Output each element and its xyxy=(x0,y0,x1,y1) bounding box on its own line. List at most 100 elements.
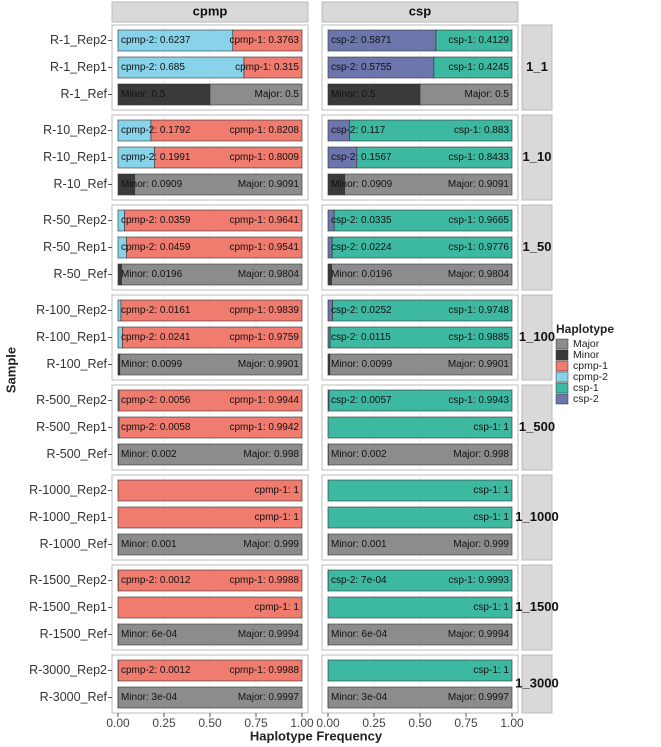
sample-label: R-100_Rep1 xyxy=(36,330,107,344)
value-label: Major: 0.9997 xyxy=(448,692,510,703)
row-strip-label: 1_500 xyxy=(519,419,555,434)
value-label: csp-1: 0.883 xyxy=(454,125,509,136)
row-strip-label: 1_100 xyxy=(519,329,555,344)
sample-label: R-1000_Ref xyxy=(40,537,108,551)
legend-key xyxy=(555,371,569,383)
bar-segment xyxy=(118,443,303,466)
bar-segment xyxy=(349,119,513,142)
column-strip-label: csp xyxy=(409,3,431,18)
value-label: csp-2: 0.0115 xyxy=(331,332,391,343)
legend-key xyxy=(555,349,569,361)
sample-label: R-3000_Ref xyxy=(40,690,108,704)
bar-segment xyxy=(328,389,513,412)
sample-label: R-50_Rep2 xyxy=(43,213,107,227)
value-label: cpmp-1: 0.9759 xyxy=(230,332,300,343)
value-label: csp-1: 1 xyxy=(473,422,509,433)
sample-label: R-500_Rep1 xyxy=(36,420,107,434)
strip-background xyxy=(521,564,553,651)
value-label: Major: 0.5 xyxy=(465,89,510,100)
value-label: Minor: 3e-04 xyxy=(331,692,388,703)
value-label: cpmp-1: 0.9988 xyxy=(230,575,300,586)
value-label: cpmp-2: 0.685 xyxy=(121,62,185,73)
value-label: Major: 0.9901 xyxy=(238,359,300,370)
value-label: cpmp-1: 0.8208 xyxy=(230,125,300,136)
sample-label: R-100_Rep2 xyxy=(36,303,107,317)
row-strip-label: 1_1000 xyxy=(515,509,558,524)
value-label: cpmp-1: 0.9641 xyxy=(230,215,300,226)
value-label: Major: 0.998 xyxy=(453,449,509,460)
sample-label: R-1_Ref xyxy=(60,87,107,101)
value-label: csp-2: 0.5871 xyxy=(331,35,392,46)
value-label: csp-1: 0.9993 xyxy=(448,575,509,586)
strip-background xyxy=(521,114,553,201)
sample-label: R-1_Rep2 xyxy=(50,33,107,47)
sample-label: R-500_Rep2 xyxy=(36,393,107,407)
value-label: Minor: 6e-04 xyxy=(331,629,388,640)
bar-segment xyxy=(433,56,513,79)
value-label: csp-1: 0.9748 xyxy=(448,305,509,316)
bar-segment xyxy=(117,506,303,529)
x-tick-label: 1.00 xyxy=(500,716,524,730)
legend-key xyxy=(555,360,569,372)
legend-label: csp-2 xyxy=(573,393,599,405)
value-label: Major: 0.9997 xyxy=(238,692,300,703)
bar-segment xyxy=(435,29,513,52)
value-label: Minor: 0.002 xyxy=(331,449,387,460)
bar-segment xyxy=(232,29,303,52)
column-strip-label: cpmp xyxy=(193,3,228,18)
bar-segment xyxy=(243,56,303,79)
x-tick-label: 0.50 xyxy=(408,716,432,730)
value-label: cpmp-1: 0.9839 xyxy=(230,305,300,316)
bar-segment xyxy=(126,236,303,259)
value-label: Minor: 0.5 xyxy=(121,89,166,100)
sample-label: R-1500_Ref xyxy=(40,627,108,641)
value-label: Major: 0.9804 xyxy=(238,269,300,280)
row-strip-label: 1_10 xyxy=(523,149,552,164)
value-label: Minor: 0.0196 xyxy=(121,269,183,280)
value-label: Major: 0.998 xyxy=(243,449,299,460)
value-label: Minor: 0.002 xyxy=(121,449,177,460)
bar-segment xyxy=(327,479,513,502)
row-strip-label: 1_1500 xyxy=(515,599,558,614)
bar-segment xyxy=(117,686,303,709)
value-label: Major: 0.9994 xyxy=(238,629,300,640)
bar-segment xyxy=(331,236,513,259)
bar-segment xyxy=(329,353,513,376)
sample-label: R-3000_Rep2 xyxy=(29,663,107,677)
x-axis-label: Haplotype Frequency xyxy=(250,728,383,743)
x-tick-label: 0.25 xyxy=(152,716,176,730)
value-label: csp-1: 0.9885 xyxy=(448,332,509,343)
legend-title: Haplotype xyxy=(556,322,614,336)
value-label: Major: 0.5 xyxy=(255,89,300,100)
value-label: Minor: 0.0909 xyxy=(331,179,393,190)
bar-segment xyxy=(154,146,303,169)
bar-segment xyxy=(327,686,513,709)
sample-label: R-1000_Rep2 xyxy=(29,483,107,497)
value-label: cpmp-2: 0.6237 xyxy=(121,35,191,46)
value-label: Minor: 6e-04 xyxy=(121,629,178,640)
sample-label: R-50_Ref xyxy=(54,267,108,281)
bar-segment xyxy=(327,596,513,619)
value-label: cpmp-1: 0.9541 xyxy=(230,242,300,253)
strip-background xyxy=(521,204,553,291)
value-label: cpmp-2: 0.0012 xyxy=(121,665,191,676)
value-label: cpmp-2: 0.0012 xyxy=(121,575,191,586)
value-label: cpmp-1: 0.3763 xyxy=(230,35,300,46)
value-label: csp-1: 0.9665 xyxy=(448,215,509,226)
strip-background xyxy=(111,1,309,23)
bar-segment xyxy=(117,569,303,592)
value-label: csp-2: 0.0224 xyxy=(331,242,392,253)
sample-label: R-50_Rep1 xyxy=(43,240,107,254)
y-axis-label: Sample xyxy=(3,347,18,393)
sample-label: R-10_Ref xyxy=(54,177,108,191)
sample-label: R-10_Rep1 xyxy=(43,150,107,164)
strip-background xyxy=(521,474,553,561)
sample-label: R-1_Rep1 xyxy=(50,60,107,74)
sample-label: R-10_Rep2 xyxy=(43,123,107,137)
bar-segment xyxy=(150,119,303,142)
legend-label: cpmp-2 xyxy=(573,371,608,383)
x-tick-label: 0.75 xyxy=(244,716,268,730)
bar-segment xyxy=(332,299,513,322)
value-label: Major: 0.999 xyxy=(453,539,509,550)
